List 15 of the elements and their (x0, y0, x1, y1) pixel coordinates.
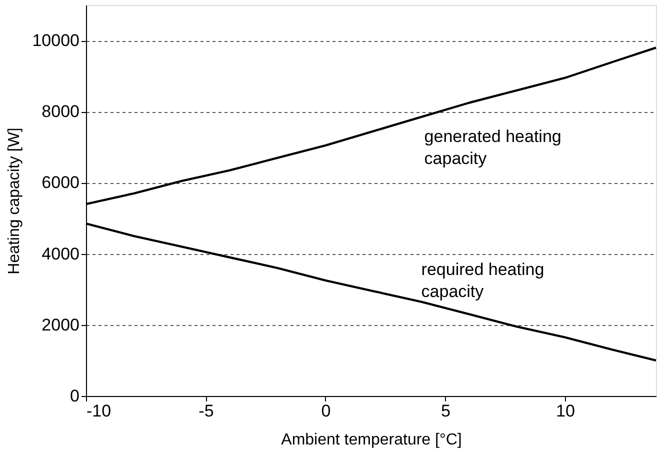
y-tick-label: 2000 (42, 315, 80, 334)
y-axis-title: Heating capacity [W] (6, 128, 24, 274)
y-tick-label: 4000 (42, 244, 80, 264)
y-tick-label: 0 (70, 386, 80, 406)
series-label: required heating capacity (421, 260, 544, 301)
y-tick-label: 10000 (32, 31, 80, 50)
x-tick-label: 5 (441, 402, 450, 420)
x-tick-label: 0 (321, 402, 331, 420)
y-tick-label: 8000 (42, 102, 80, 122)
series-label: generated heating capacity (424, 126, 562, 168)
y-tick-label: 6000 (42, 173, 80, 192)
x-tick-label: -5 (198, 402, 214, 420)
x-tick-label: -10 (86, 402, 112, 420)
x-tick-label: 10 (556, 402, 575, 420)
x-axis-title: Ambient temperature [°C] (281, 432, 462, 448)
